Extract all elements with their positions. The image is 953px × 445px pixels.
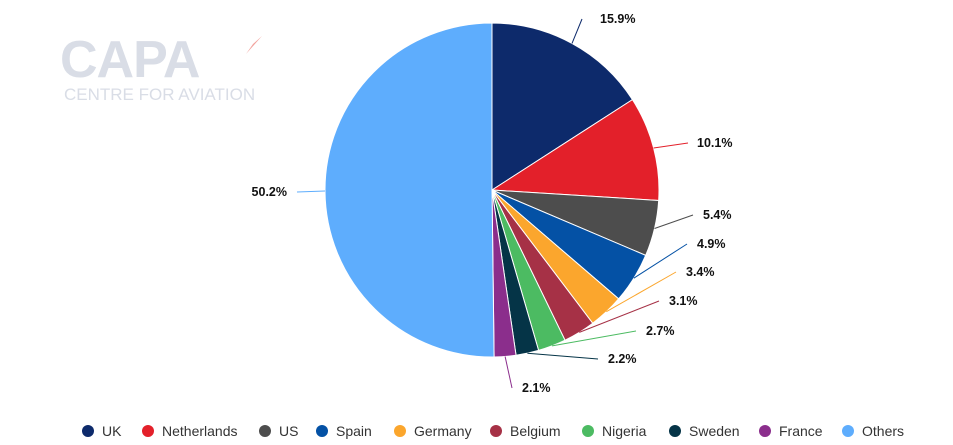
connector-line-us <box>654 214 694 229</box>
connector-line-nigeria <box>551 330 637 347</box>
data-label-spain: 4.9% <box>697 237 726 251</box>
legend-swatch <box>259 425 271 437</box>
data-label-belgium: 3.1% <box>669 294 698 308</box>
capa-logo: CAPA CENTRE FOR AVIATION <box>58 34 268 106</box>
legend-label: Germany <box>414 423 472 439</box>
data-label-germany: 3.4% <box>686 265 715 279</box>
logo-tagline: CENTRE FOR AVIATION <box>64 85 256 104</box>
legend-label: France <box>779 423 823 439</box>
legend-swatch <box>490 425 502 437</box>
legend-item-others[interactable]: Others <box>842 420 904 442</box>
legend-swatch <box>316 425 328 437</box>
legend-label: Sweden <box>689 423 740 439</box>
legend-label: Netherlands <box>162 423 238 439</box>
connector-line-germany <box>606 271 677 313</box>
data-label-netherlands: 10.1% <box>697 136 732 150</box>
legend-item-netherlands[interactable]: Netherlands <box>142 420 238 442</box>
legend-swatch <box>394 425 406 437</box>
connector-line-others <box>296 190 326 193</box>
legend-item-spain[interactable]: Spain <box>316 420 372 442</box>
data-label-others: 50.2% <box>252 185 287 199</box>
legend-item-uk[interactable]: UK <box>82 420 121 442</box>
legend-swatch <box>759 425 771 437</box>
legend-label: Belgium <box>510 423 561 439</box>
legend-label: Nigeria <box>602 423 647 439</box>
legend-label: Spain <box>336 423 372 439</box>
chart-legend: UK Netherlands US Spain Germany Belgium Nigeri… <box>0 420 953 442</box>
legend-swatch <box>82 425 94 437</box>
connector-line-sweden <box>527 352 599 360</box>
data-label-france: 2.1% <box>522 381 551 395</box>
legend-swatch <box>842 425 854 437</box>
logo-brand: CAPA <box>60 31 200 89</box>
legend-swatch <box>142 425 154 437</box>
legend-label: US <box>279 423 299 439</box>
data-label-nigeria: 2.7% <box>646 324 675 338</box>
connector-line-netherlands <box>653 142 689 149</box>
connector-line-france <box>504 356 513 389</box>
plane-icon <box>246 36 262 54</box>
pie-slice-others[interactable] <box>324 22 495 358</box>
legend-item-germany[interactable]: Germany <box>394 420 472 442</box>
legend-label: UK <box>102 423 122 439</box>
pie-slice-netherlands[interactable] <box>490 98 660 202</box>
legend-item-nigeria[interactable]: Nigeria <box>582 420 646 442</box>
legend-item-france[interactable]: France <box>759 420 823 442</box>
legend-label: Others <box>862 423 905 439</box>
legend-item-us[interactable]: US <box>259 420 298 442</box>
legend-swatch <box>669 425 681 437</box>
legend-item-sweden[interactable]: Sweden <box>669 420 740 442</box>
legend-swatch <box>582 425 594 437</box>
data-label-us: 5.4% <box>703 208 732 222</box>
legend-item-belgium[interactable]: Belgium <box>490 420 561 442</box>
data-label-sweden: 2.2% <box>608 352 637 366</box>
connector-line-belgium <box>579 300 660 333</box>
data-label-uk: 15.9% <box>600 12 635 26</box>
connector-line-spain <box>633 243 688 279</box>
connector-line-uk <box>571 18 583 44</box>
